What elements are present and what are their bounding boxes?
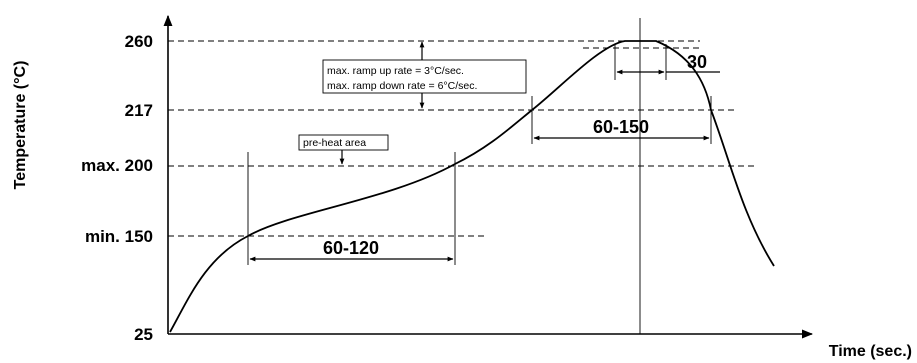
y-axis-label: Temperature (°C) xyxy=(12,61,29,190)
y-tick-label-217: 217 xyxy=(125,101,153,120)
x-axis-label: Time (sec.) xyxy=(829,343,912,360)
ramp-down-note: max. ramp down rate = 6°C/sec. xyxy=(327,80,477,92)
temperature-profile-curve xyxy=(169,40,775,333)
ramp-note-box xyxy=(322,59,527,94)
preheat-note-box xyxy=(298,134,389,151)
ramp-up-note: max. ramp up rate = 3°C/sec. xyxy=(327,65,464,77)
y-tick-label-260: 260 xyxy=(125,32,153,51)
y-tick-label-150: min. 150 xyxy=(85,227,153,246)
preheat-duration-label: 60-120 xyxy=(323,238,379,258)
preheat-note: pre-heat area xyxy=(303,137,366,149)
y-tick-label-200: max. 200 xyxy=(81,156,153,175)
peak-duration-label: 30 xyxy=(687,52,707,72)
liquidus-duration-label: 60-150 xyxy=(593,117,649,137)
y-tick-label-25: 25 xyxy=(134,325,153,344)
